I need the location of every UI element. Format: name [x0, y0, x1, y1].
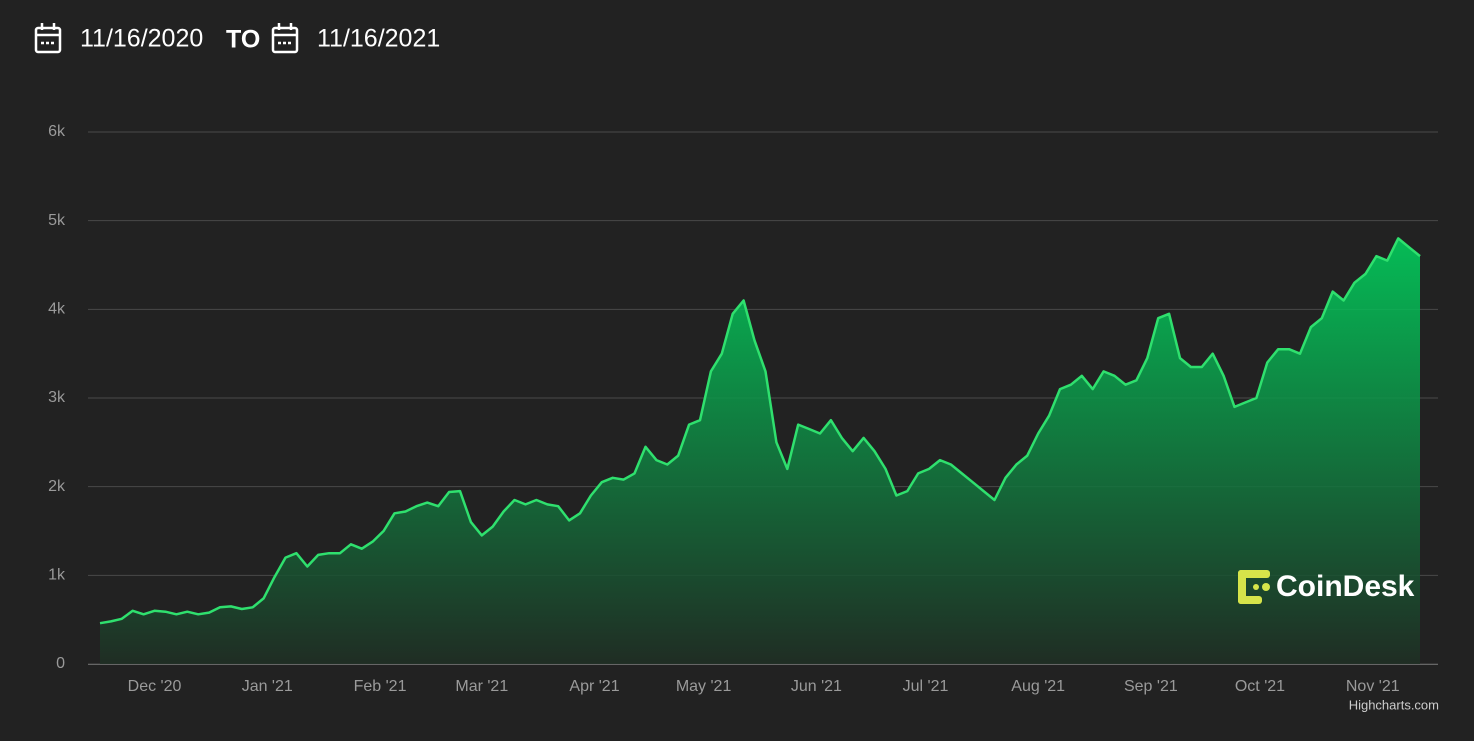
calendar-icon[interactable] [34, 23, 62, 54]
start-date[interactable]: 11/16/2020 [80, 25, 203, 53]
plot: 0 1k 2k 3k 4k 5k 6k Dec '20 Jan '21 Feb '21 Mar '2… [48, 123, 1438, 695]
x-tick-label: Sep '21 [1124, 678, 1178, 695]
x-tick-label: Mar '21 [455, 678, 508, 695]
y-tick-label: 6k [48, 123, 66, 140]
watermark-text: CoinDesk [1276, 570, 1415, 603]
y-tick-label: 2k [48, 478, 66, 495]
x-tick-label: Jan '21 [242, 678, 293, 695]
x-tick-label: Dec '20 [128, 678, 182, 695]
y-tick-label: 0 [56, 655, 65, 672]
y-tick-label: 3k [48, 389, 66, 406]
x-tick-label: Jun '21 [791, 678, 842, 695]
x-tick-label: Oct '21 [1235, 678, 1285, 695]
y-tick-label: 4k [48, 301, 66, 318]
x-tick-label: Feb '21 [354, 678, 407, 695]
date-range: 11/16/2020 TO 11/16/2021 [34, 23, 440, 54]
end-date[interactable]: 11/16/2021 [317, 25, 440, 53]
separator: TO [226, 26, 260, 54]
y-tick-label: 1k [48, 567, 66, 584]
area-fill [100, 238, 1420, 664]
logo-icon [1238, 570, 1270, 604]
x-tick-label: Apr '21 [569, 678, 619, 695]
credits[interactable]: Highcharts.com [1349, 697, 1439, 712]
watermark: CoinDesk [1238, 570, 1415, 604]
x-tick-label: Jul '21 [903, 678, 949, 695]
calendar-icon[interactable] [271, 23, 299, 54]
x-tick-label: Nov '21 [1346, 678, 1400, 695]
y-tick-label: 5k [48, 212, 66, 229]
area-line [99, 237, 1421, 625]
x-tick-label: Aug '21 [1011, 678, 1065, 695]
x-tick-label: May '21 [676, 678, 732, 695]
